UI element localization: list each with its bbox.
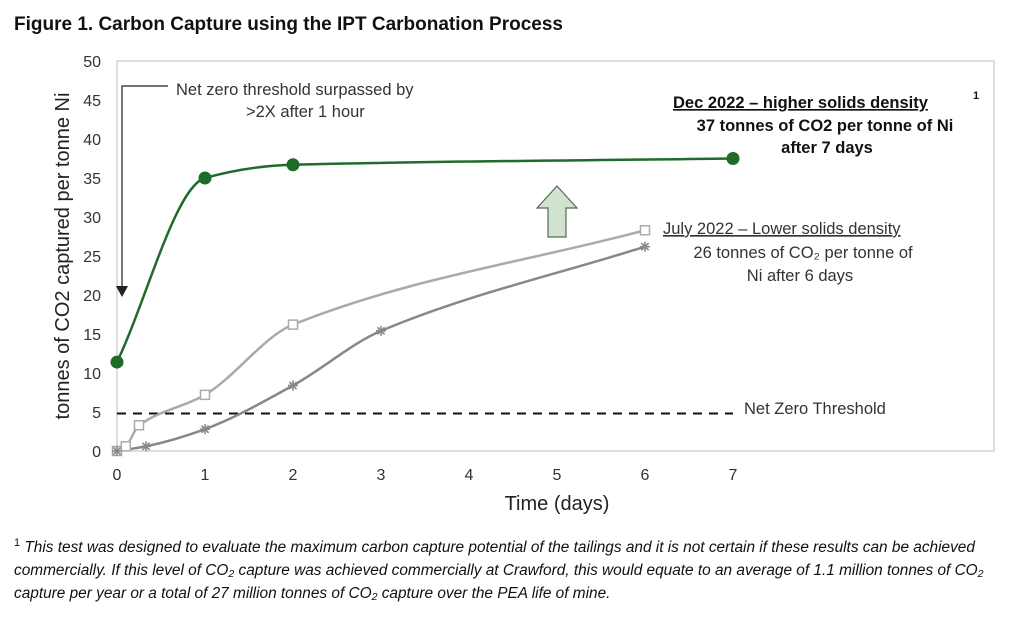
jul-annotation-line-3: Ni after 6 days	[747, 267, 853, 285]
x-tick-label: 4	[465, 467, 474, 484]
jul-annotation-line-2: 26 tonnes of CO₂ per tonne of	[693, 244, 913, 262]
dec-annotation-line-3: after 7 days	[781, 139, 873, 157]
july-star-data-point	[141, 441, 152, 452]
footnote-text: This test was designed to evaluate the m…	[14, 539, 984, 602]
july-star-data-point	[112, 446, 122, 456]
footnote-marker: 1	[14, 536, 21, 549]
series-line-july-star	[116, 245, 646, 453]
dec-annotation-sup: 1	[973, 90, 979, 102]
y-tick-label: 0	[92, 444, 101, 461]
x-tick-label: 6	[641, 467, 650, 484]
x-tick-label: 1	[201, 467, 210, 484]
x-tick-label: 5	[553, 467, 562, 484]
figure-title: Figure 1. Carbon Capture using the IPT C…	[14, 14, 563, 35]
y-tick-label: 35	[83, 171, 101, 188]
threshold-label: Net Zero Threshold	[744, 400, 886, 418]
y-tick-label: 50	[83, 54, 101, 71]
july-square-data-point	[639, 225, 651, 236]
up-arrow-icon	[535, 185, 579, 238]
y-tick-label: 30	[83, 210, 101, 227]
july-star-data-point	[640, 241, 650, 252]
y-tick-label: 20	[83, 288, 101, 305]
y-tick-label: 45	[83, 93, 101, 110]
july-star-data-point	[376, 325, 386, 336]
x-tick-label: 0	[113, 467, 122, 484]
x-axis-ticks: 0 1 2 3 4 5 6 7	[113, 467, 738, 484]
dec-annotation-line-2: 37 tonnes of CO2 per tonne of Ni	[697, 117, 954, 135]
series-markers	[110, 152, 740, 457]
y-tick-label: 25	[83, 249, 101, 266]
july-star-data-point	[288, 380, 298, 391]
x-tick-label: 2	[289, 467, 298, 484]
july-square-data-point	[120, 441, 132, 452]
july-square-data-point	[199, 389, 211, 401]
series-line-dec	[115, 157, 734, 363]
dec-data-point	[726, 152, 740, 165]
callout-line-2: >2X after 1 hour	[246, 103, 365, 121]
jul-annotation-title: July 2022 – Lower solids density	[663, 220, 901, 238]
x-tick-label: 7	[729, 467, 738, 484]
dec-data-point	[110, 355, 124, 369]
july-square-data-point	[133, 420, 145, 431]
y-axis-label: tonnes of CO2 captured per tonne Ni	[52, 93, 74, 420]
y-tick-label: 15	[83, 327, 101, 344]
july-square-data-point	[287, 319, 299, 330]
plot-frame	[116, 60, 995, 452]
dec-data-point	[286, 158, 300, 172]
callout-line-1: Net zero threshold surpassed by	[176, 81, 414, 99]
series-line-july-square	[116, 229, 646, 453]
x-tick-label: 3	[377, 467, 386, 484]
y-tick-label: 40	[83, 132, 101, 149]
dec-data-point	[198, 171, 212, 185]
callout-arrow-head-icon	[116, 286, 128, 297]
dec-annotation-title: Dec 2022 – higher solids density	[673, 94, 929, 112]
y-tick-label: 5	[92, 405, 101, 422]
footnote: 1 This test was designed to evaluate the…	[14, 536, 1006, 605]
x-axis-label: Time (days)	[505, 493, 610, 515]
y-axis-ticks: 0 5 10 15 20 25 30 35 40 45 50	[83, 54, 101, 461]
july-star-data-point	[200, 424, 210, 435]
y-tick-label: 10	[83, 366, 101, 383]
callout-arrow-line	[121, 85, 168, 290]
